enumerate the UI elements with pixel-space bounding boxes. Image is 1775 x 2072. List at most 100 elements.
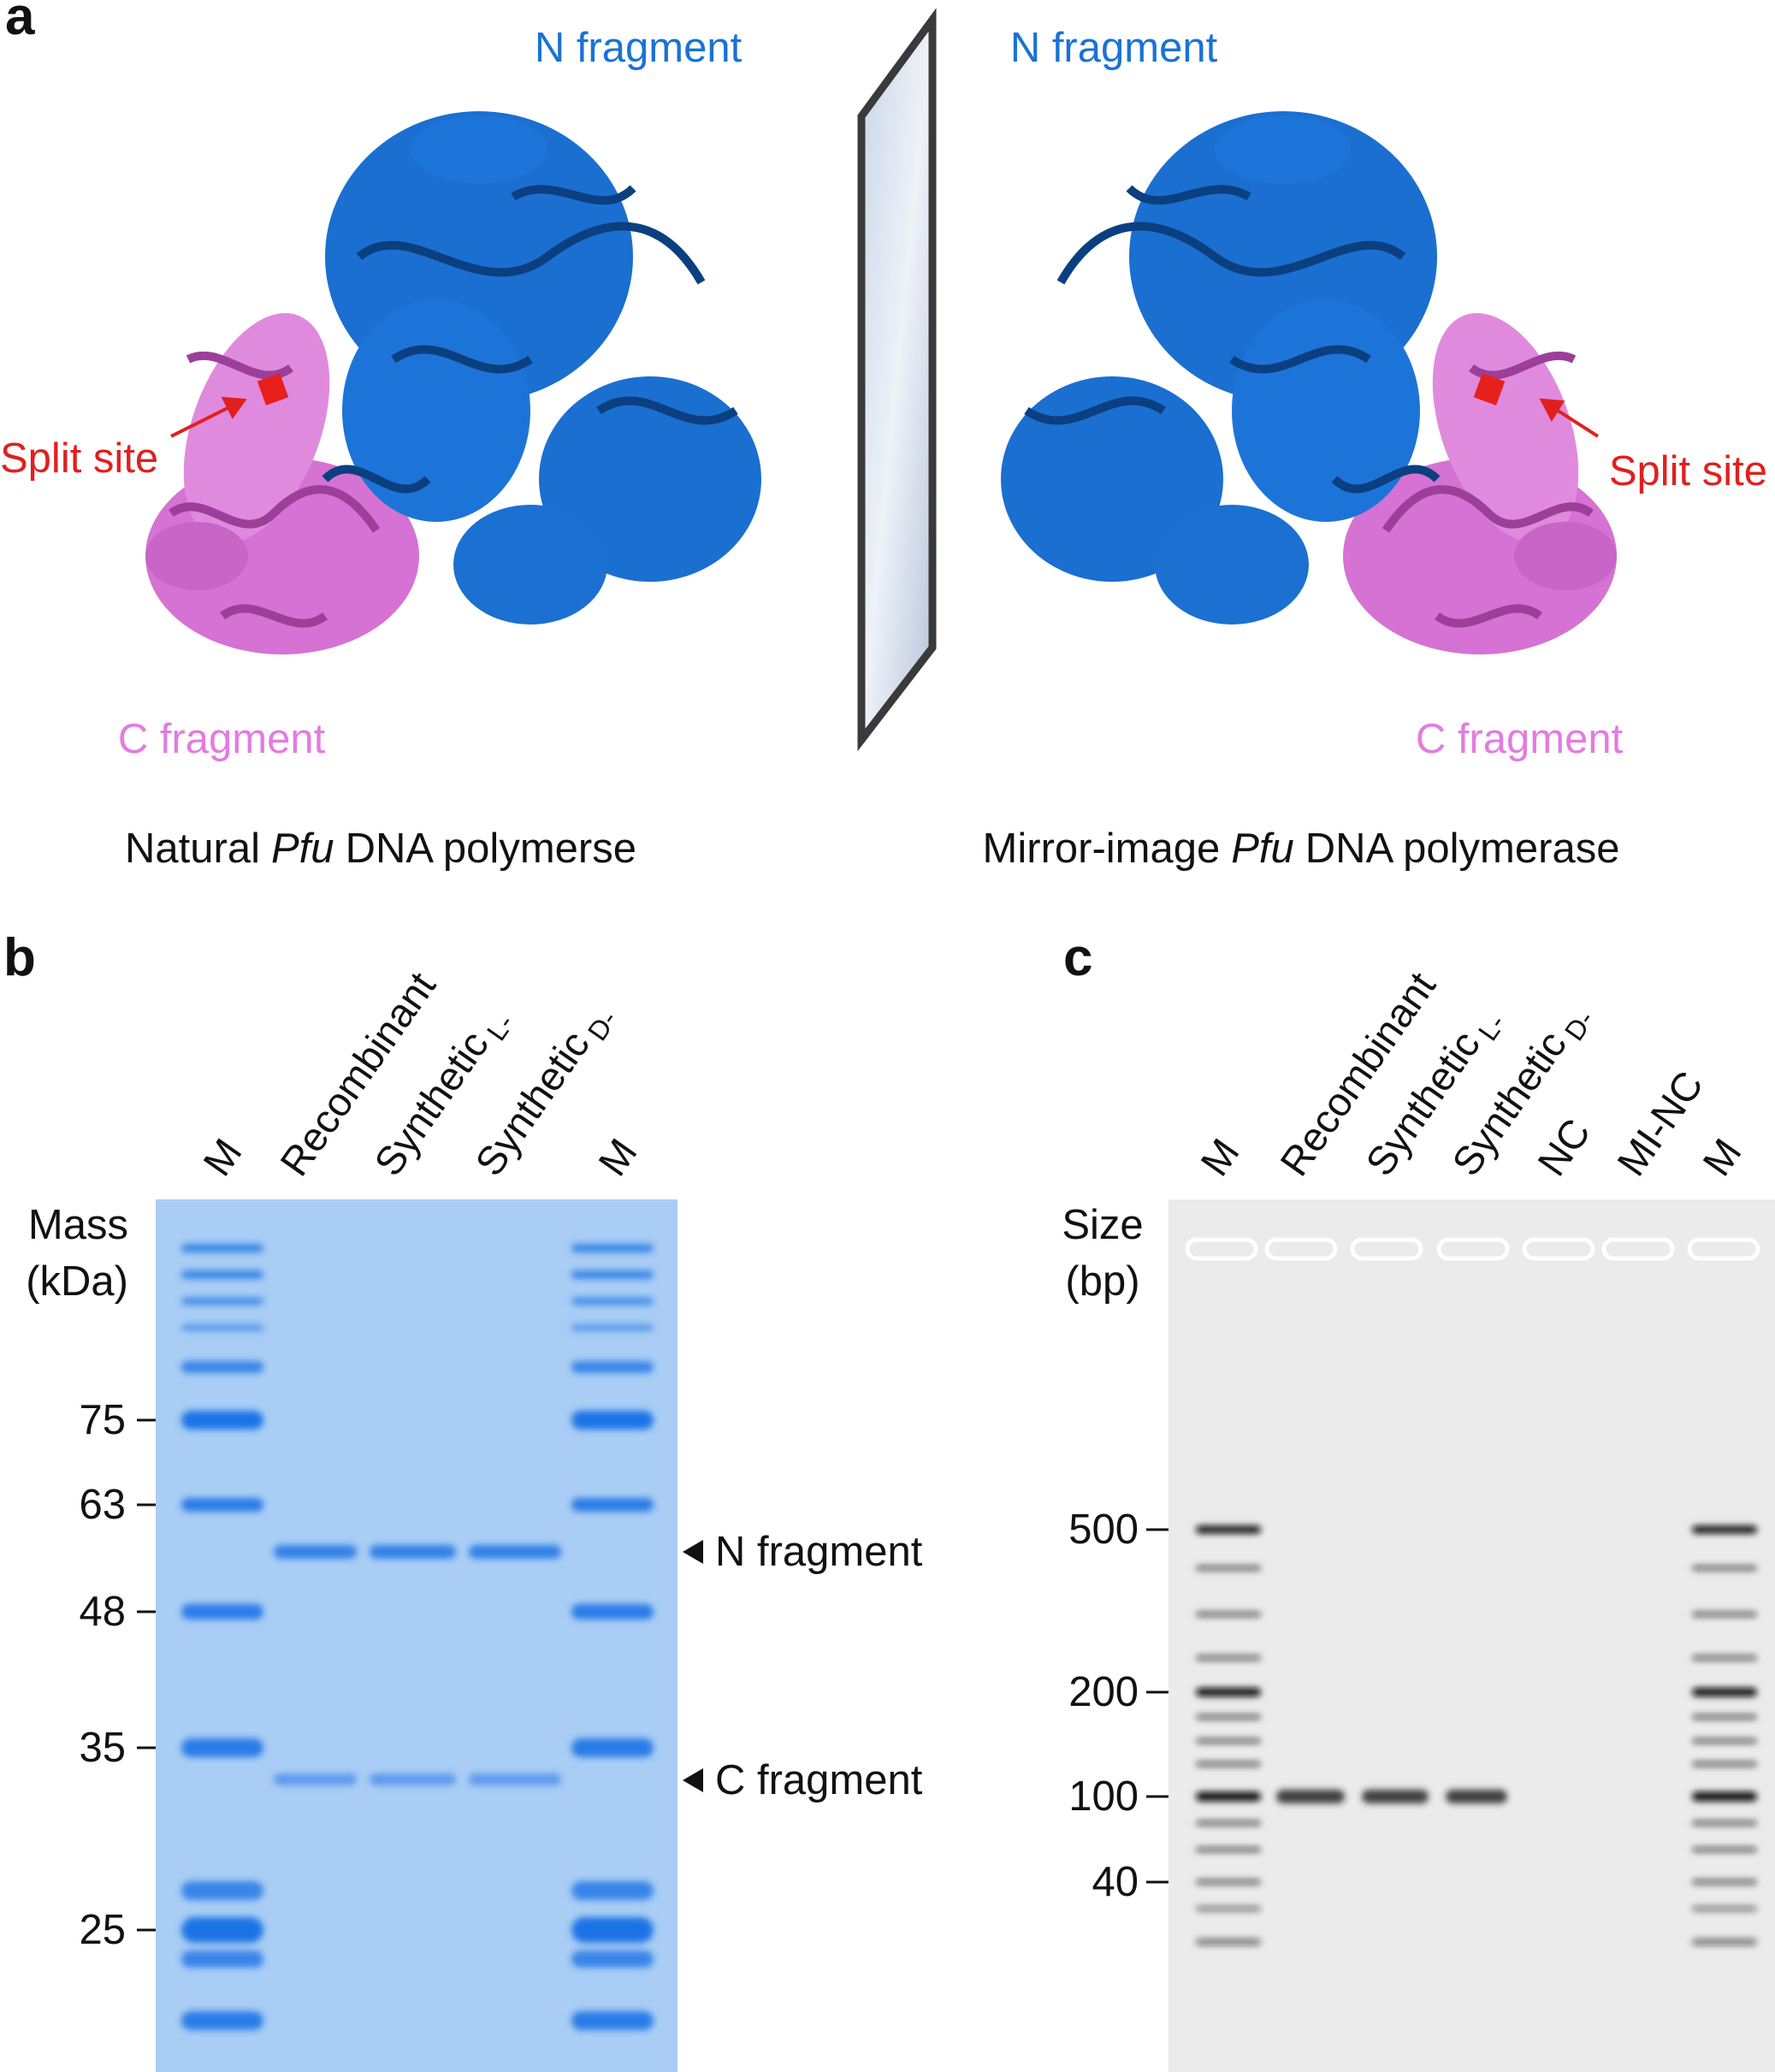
well xyxy=(1601,1237,1675,1261)
lane-subscript: L- xyxy=(1472,1009,1512,1046)
band xyxy=(1692,1714,1757,1720)
well xyxy=(1264,1237,1338,1261)
band xyxy=(1196,1791,1261,1802)
band xyxy=(181,1324,263,1331)
band xyxy=(274,1545,357,1559)
split-site-label: Split site xyxy=(0,435,158,482)
lane-label: M xyxy=(589,1130,646,1183)
lane-subscript: L- xyxy=(481,1009,520,1046)
band xyxy=(571,1270,654,1279)
well xyxy=(1522,1237,1595,1261)
arrow xyxy=(170,404,234,438)
band xyxy=(1362,1790,1429,1803)
band xyxy=(181,1411,263,1430)
band xyxy=(571,2011,654,2030)
axis-title: (kDa) xyxy=(26,1258,128,1305)
arrows xyxy=(170,396,1600,438)
well xyxy=(1185,1237,1258,1261)
band xyxy=(181,1917,263,1943)
band xyxy=(1692,1847,1757,1852)
band xyxy=(1692,1525,1757,1534)
caption-part: DNA polymerse xyxy=(346,826,636,872)
band xyxy=(571,1411,654,1430)
band xyxy=(1692,1655,1757,1661)
band xyxy=(181,1361,263,1373)
band xyxy=(1692,1761,1757,1767)
caption-part: Pfu xyxy=(1231,826,1294,872)
band-label: N fragment xyxy=(715,1529,923,1575)
band xyxy=(571,1324,654,1331)
band xyxy=(571,1361,654,1373)
band xyxy=(571,1297,654,1305)
band xyxy=(181,1738,263,1757)
lane-label: NC xyxy=(1529,1110,1599,1184)
band xyxy=(1196,1612,1261,1617)
caption-part: Pfu xyxy=(271,826,334,872)
split-site-label: Split site xyxy=(1609,448,1767,494)
band xyxy=(1196,1566,1261,1571)
band xyxy=(571,1881,654,1900)
band xyxy=(1692,1791,1757,1802)
well xyxy=(1436,1237,1510,1261)
lane-name: M xyxy=(1694,1130,1750,1183)
band xyxy=(181,1951,263,1968)
lane-name: M xyxy=(1192,1130,1248,1183)
band xyxy=(571,1604,654,1619)
band xyxy=(571,1498,654,1512)
band xyxy=(1692,1612,1757,1617)
caption-part: Natural xyxy=(125,826,260,872)
band xyxy=(370,1773,456,1785)
band xyxy=(1196,1714,1261,1720)
lane-label: M xyxy=(194,1130,251,1183)
lane-name: MI-NC xyxy=(1608,1063,1712,1184)
tick-label: 48 xyxy=(79,1589,126,1635)
tick-label: 40 xyxy=(1092,1859,1139,1905)
band xyxy=(1276,1790,1345,1803)
arrow-head xyxy=(221,396,247,419)
lane-name: NC xyxy=(1529,1110,1599,1184)
band xyxy=(469,1773,561,1785)
band xyxy=(571,1917,654,1943)
tick-label: 25 xyxy=(79,1907,126,1953)
band xyxy=(181,1881,263,1900)
protein-structure-mirror xyxy=(1001,111,1617,654)
band xyxy=(1196,1688,1261,1696)
band xyxy=(1196,1761,1261,1767)
band xyxy=(370,1545,456,1559)
band xyxy=(1196,1525,1261,1534)
lane-name: M xyxy=(194,1130,251,1183)
band xyxy=(1692,1688,1757,1696)
band xyxy=(181,1270,263,1279)
band xyxy=(1446,1790,1507,1803)
band xyxy=(181,1297,263,1305)
caption: Natural Pfu DNA polymerse xyxy=(125,826,636,872)
tick-label: 100 xyxy=(1068,1773,1139,1820)
mirror xyxy=(857,8,937,752)
tick-label: 500 xyxy=(1068,1507,1139,1553)
axis-title: (bp) xyxy=(1065,1258,1139,1305)
protein-structure xyxy=(145,111,761,654)
tick-label: 200 xyxy=(1068,1669,1139,1715)
c-fragment-label: C fragment xyxy=(118,716,326,762)
axis-title: Mass xyxy=(28,1202,128,1248)
well xyxy=(1350,1237,1423,1261)
band xyxy=(1692,1880,1757,1885)
band xyxy=(1196,1820,1261,1826)
n-fragment-label: N fragment xyxy=(1010,25,1218,71)
band xyxy=(1692,1566,1757,1571)
band xyxy=(571,1244,654,1252)
band xyxy=(469,1545,561,1559)
caption-part: DNA polymerase xyxy=(1305,826,1620,872)
band xyxy=(1692,1906,1757,1911)
band xyxy=(571,1951,654,1968)
lane-subscript: D- xyxy=(582,1005,624,1046)
band xyxy=(274,1773,357,1785)
caption: Mirror-image Pfu DNA polymerase xyxy=(983,826,1620,872)
panel-label: c xyxy=(1063,928,1092,987)
band xyxy=(1692,1939,1757,1945)
lane-subscript: D- xyxy=(1559,1005,1600,1046)
band xyxy=(1196,1880,1261,1885)
band xyxy=(1692,1738,1757,1743)
caption-part: Mirror-image xyxy=(983,826,1221,872)
arrow-head xyxy=(1539,398,1565,423)
